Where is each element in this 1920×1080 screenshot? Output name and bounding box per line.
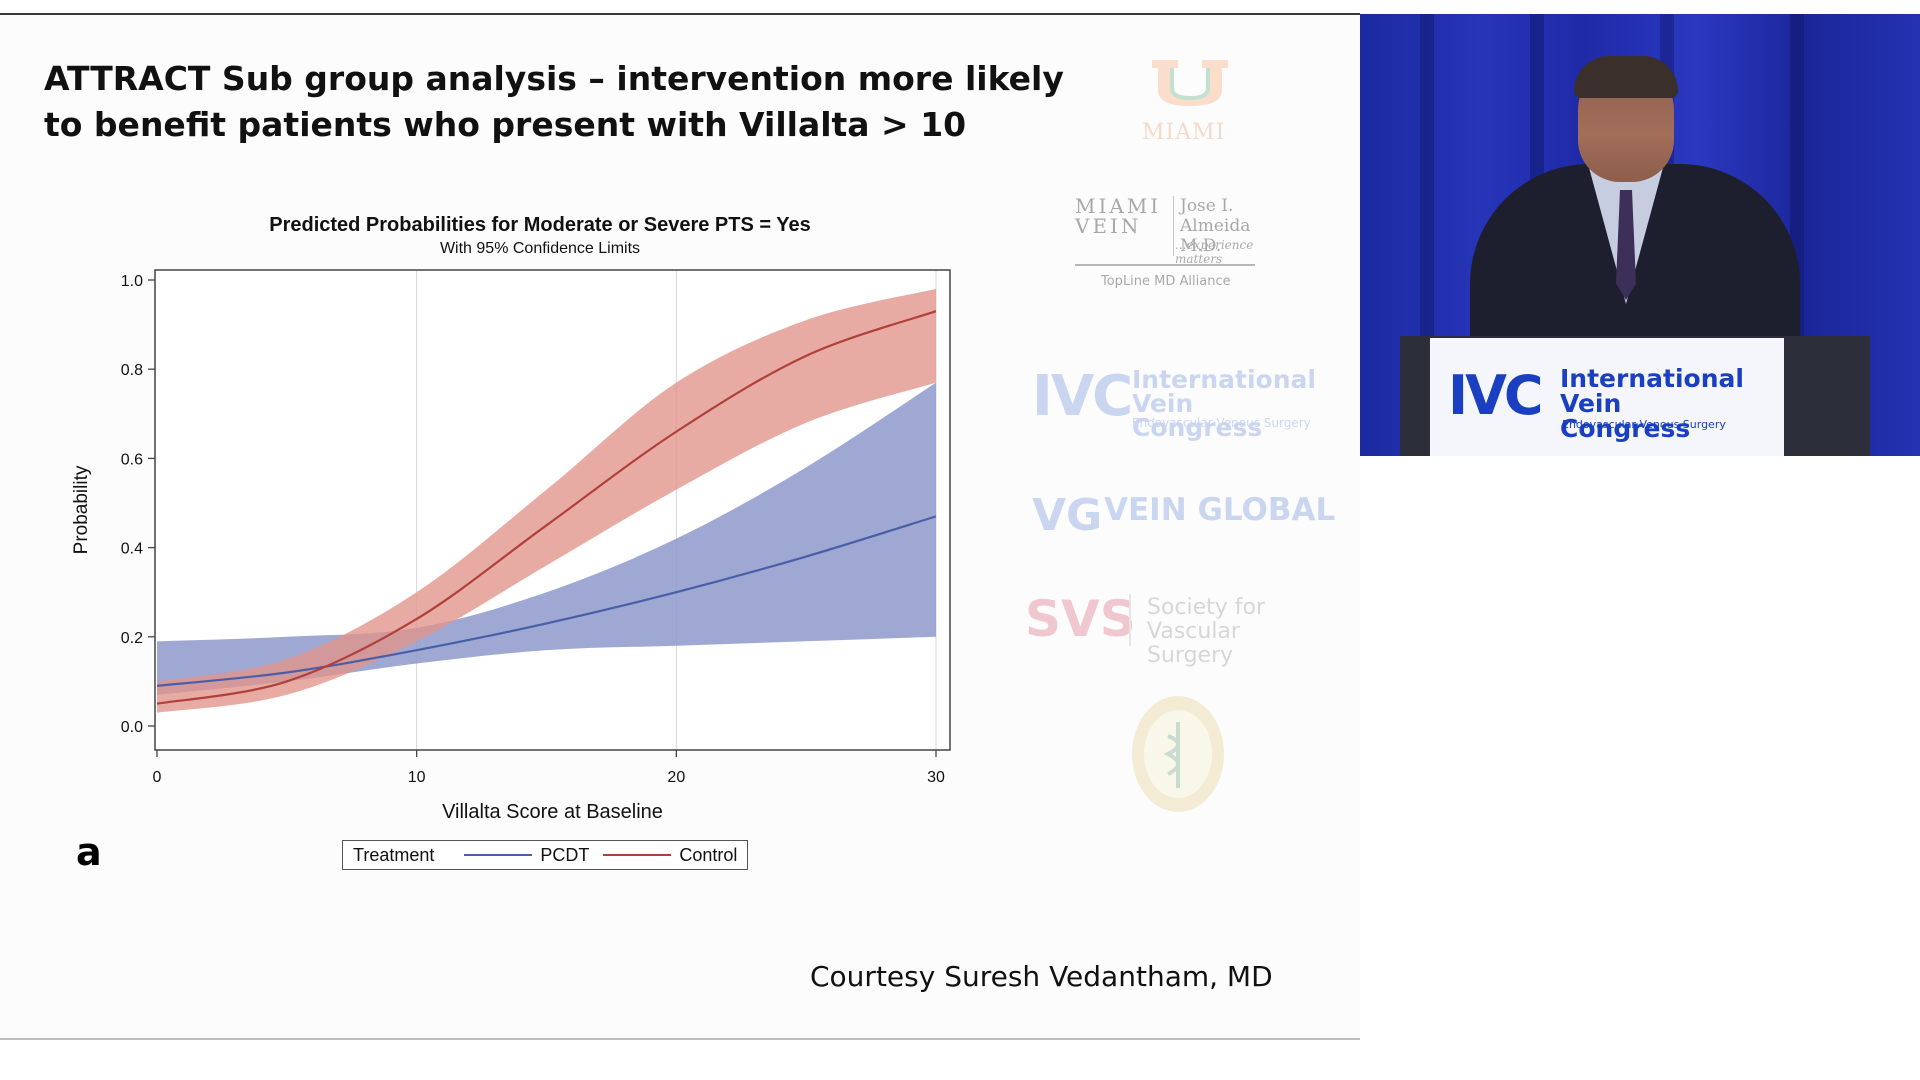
ivc-faded-words: International Vein Congress (1132, 365, 1316, 442)
vein-global-words: VEIN GLOBAL (1104, 492, 1336, 528)
legend-title: Treatment (353, 844, 435, 865)
svs-mark: SVS (1025, 590, 1136, 648)
podium-ivc-mark: IVC (1448, 364, 1544, 427)
x-axis-label: Villalta Score at Baseline (442, 801, 663, 823)
legend-label-control: Control (679, 844, 738, 865)
podium-ivc-sub: Endovascular Venous Surgery (1562, 418, 1726, 431)
series-line-pcdt (156, 515, 937, 687)
legend-swatch-pcdt (464, 854, 533, 856)
x-tick-label: 10 (408, 769, 426, 786)
y-tick-label: 0.6 (121, 451, 143, 468)
slide-bottom-border (0, 1038, 1360, 1040)
legend-item-control: Control (603, 845, 737, 866)
courtesy-credit: Courtesy Suresh Vedantham, MD (810, 960, 1273, 993)
chart-legend: Treatment PCDT Control (342, 840, 749, 870)
y-tick-label: 1.0 (121, 273, 143, 290)
miami-vein-doctor: Jose I. Almeida M.D. (1173, 196, 1290, 256)
miami-wordmark: MIAMI (1142, 120, 1226, 145)
y-tick-label: 0.2 (121, 630, 143, 647)
ivc-faded-sub: Endovascular Venous Surgery (1132, 416, 1311, 430)
miami-vein-wordmark: MIAMI VEIN (1075, 194, 1162, 238)
y-axis-label: Probability (71, 465, 92, 554)
venous-forum-seal-icon (1132, 696, 1224, 812)
panel-letter: a (76, 830, 102, 874)
speaker-video-feed: IVC International Vein Congress Endovasc… (1360, 14, 1920, 456)
topline-alliance-text: TopLine MD Alliance (1101, 274, 1231, 289)
miami-u-logo (1152, 60, 1228, 106)
chart-title: Predicted Probabilities for Moderate or … (269, 214, 811, 236)
y-tick-label: 0.0 (121, 719, 143, 736)
vein-global-mark: VG (1032, 490, 1103, 541)
speaker-tie (1616, 190, 1636, 300)
legend-label-pcdt: PCDT (540, 844, 590, 865)
y-tick-label: 0.8 (121, 362, 143, 379)
confidence-band-control (157, 288, 936, 713)
ivc-faded-mark: IVC (1032, 364, 1133, 429)
miami-vein-tagline: ...experience matters (1175, 238, 1254, 266)
miami-vein-rule (1075, 264, 1255, 266)
slide-top-border (0, 13, 1360, 15)
plot-frame (154, 269, 951, 751)
slide-title: ATTRACT Sub group analysis – interventio… (44, 59, 1064, 144)
x-tick-label: 30 (927, 769, 945, 786)
podium-ivc-words: International Vein Congress (1560, 364, 1744, 443)
probability-chart: 0.0 0.2 0.4 0.6 0.8 1.0 0 10 20 30 Villalta Score … (71, 269, 951, 823)
podium-sign (1430, 338, 1784, 456)
chart-subtitle: With 95% Confidence Limits (439, 240, 641, 257)
svs-divider (1129, 594, 1131, 646)
y-tick-label: 0.4 (121, 541, 143, 558)
miami-vein-logo: MIAMI VEIN Jose I. Almeida M.D. ...exper… (1075, 194, 1295, 289)
series-line-control (156, 310, 937, 705)
legend-swatch-control (603, 854, 672, 856)
x-tick-label: 0 (153, 769, 162, 786)
x-tick-label: 20 (667, 769, 685, 786)
legend-item-pcdt: PCDT (464, 845, 589, 866)
confidence-band-pcdt (157, 382, 936, 695)
speaker-hair (1574, 56, 1678, 98)
svs-words: Society for Vascular Surgery (1147, 595, 1266, 668)
